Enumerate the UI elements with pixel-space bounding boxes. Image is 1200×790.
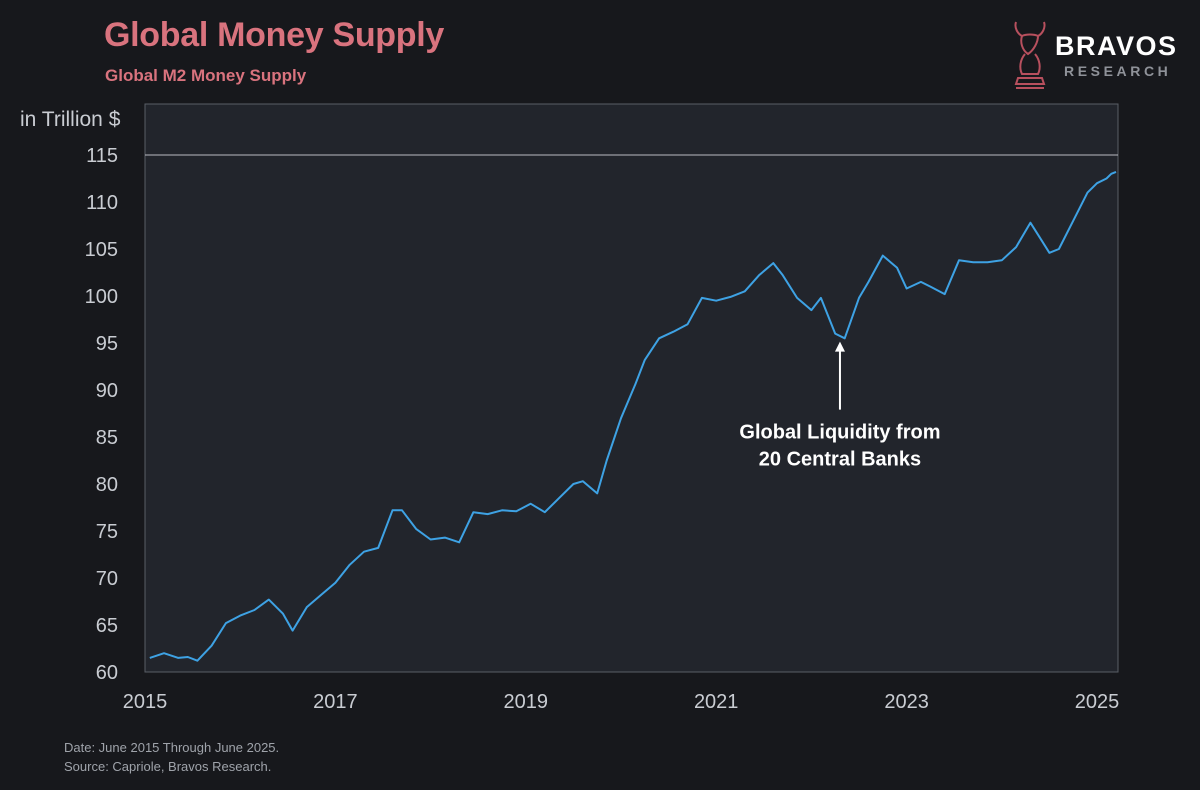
chart-subtitle: Global M2 Money Supply: [105, 66, 307, 85]
brand-tagline: RESEARCH: [1064, 63, 1172, 79]
x-axis-ticks: 2015 2017 2019 2021 2023 2025: [123, 691, 1120, 713]
x-tick-label: 2019: [504, 691, 549, 713]
bull-chess-knight-icon: [1014, 21, 1046, 89]
y-tick-label: 105: [85, 239, 118, 261]
y-tick-label: 70: [96, 568, 118, 590]
y-tick-label: 100: [85, 286, 118, 308]
y-tick-label: 90: [96, 380, 118, 402]
chart-footer: Date: June 2015 Through June 2025. Sourc…: [64, 738, 279, 776]
y-tick-label: 80: [96, 474, 118, 496]
brand-name: BRAVOS: [1055, 31, 1178, 61]
annotation-global-liquidity: Global Liquidity from 20 Central Banks: [739, 341, 941, 471]
brand-logo: BRAVOS RESEARCH: [1008, 18, 1188, 96]
x-tick-label: 2015: [123, 691, 168, 713]
annotation-arrowhead: [834, 341, 845, 352]
x-tick-label: 2023: [884, 691, 929, 713]
plot-area: [144, 103, 1119, 673]
y-axis-ticks: 60 65 70 75 80 85 90 95 100 105 110 115: [85, 145, 118, 684]
y-axis-unit-label: in Trillion $: [20, 108, 121, 131]
annotation-text: 20 Central Banks: [759, 449, 921, 471]
source-note: Source: Capriole, Bravos Research.: [64, 759, 272, 774]
y-tick-label: 85: [96, 427, 118, 449]
y-tick-label: 75: [96, 521, 118, 543]
y-tick-label: 115: [86, 145, 118, 167]
y-tick-label: 110: [86, 192, 118, 214]
date-note: Date: June 2015 Through June 2025.: [64, 740, 280, 755]
annotation-text: Global Liquidity from: [739, 422, 940, 444]
x-tick-label: 2021: [694, 691, 739, 713]
global-m2-series-line: [149, 170, 1117, 662]
x-tick-label: 2025: [1075, 691, 1120, 713]
y-tick-label: 65: [96, 615, 118, 637]
x-tick-label: 2017: [313, 691, 358, 713]
chart-title: Global Money Supply: [104, 16, 444, 54]
y-tick-label: 60: [96, 662, 118, 684]
y-tick-label: 95: [96, 333, 118, 355]
